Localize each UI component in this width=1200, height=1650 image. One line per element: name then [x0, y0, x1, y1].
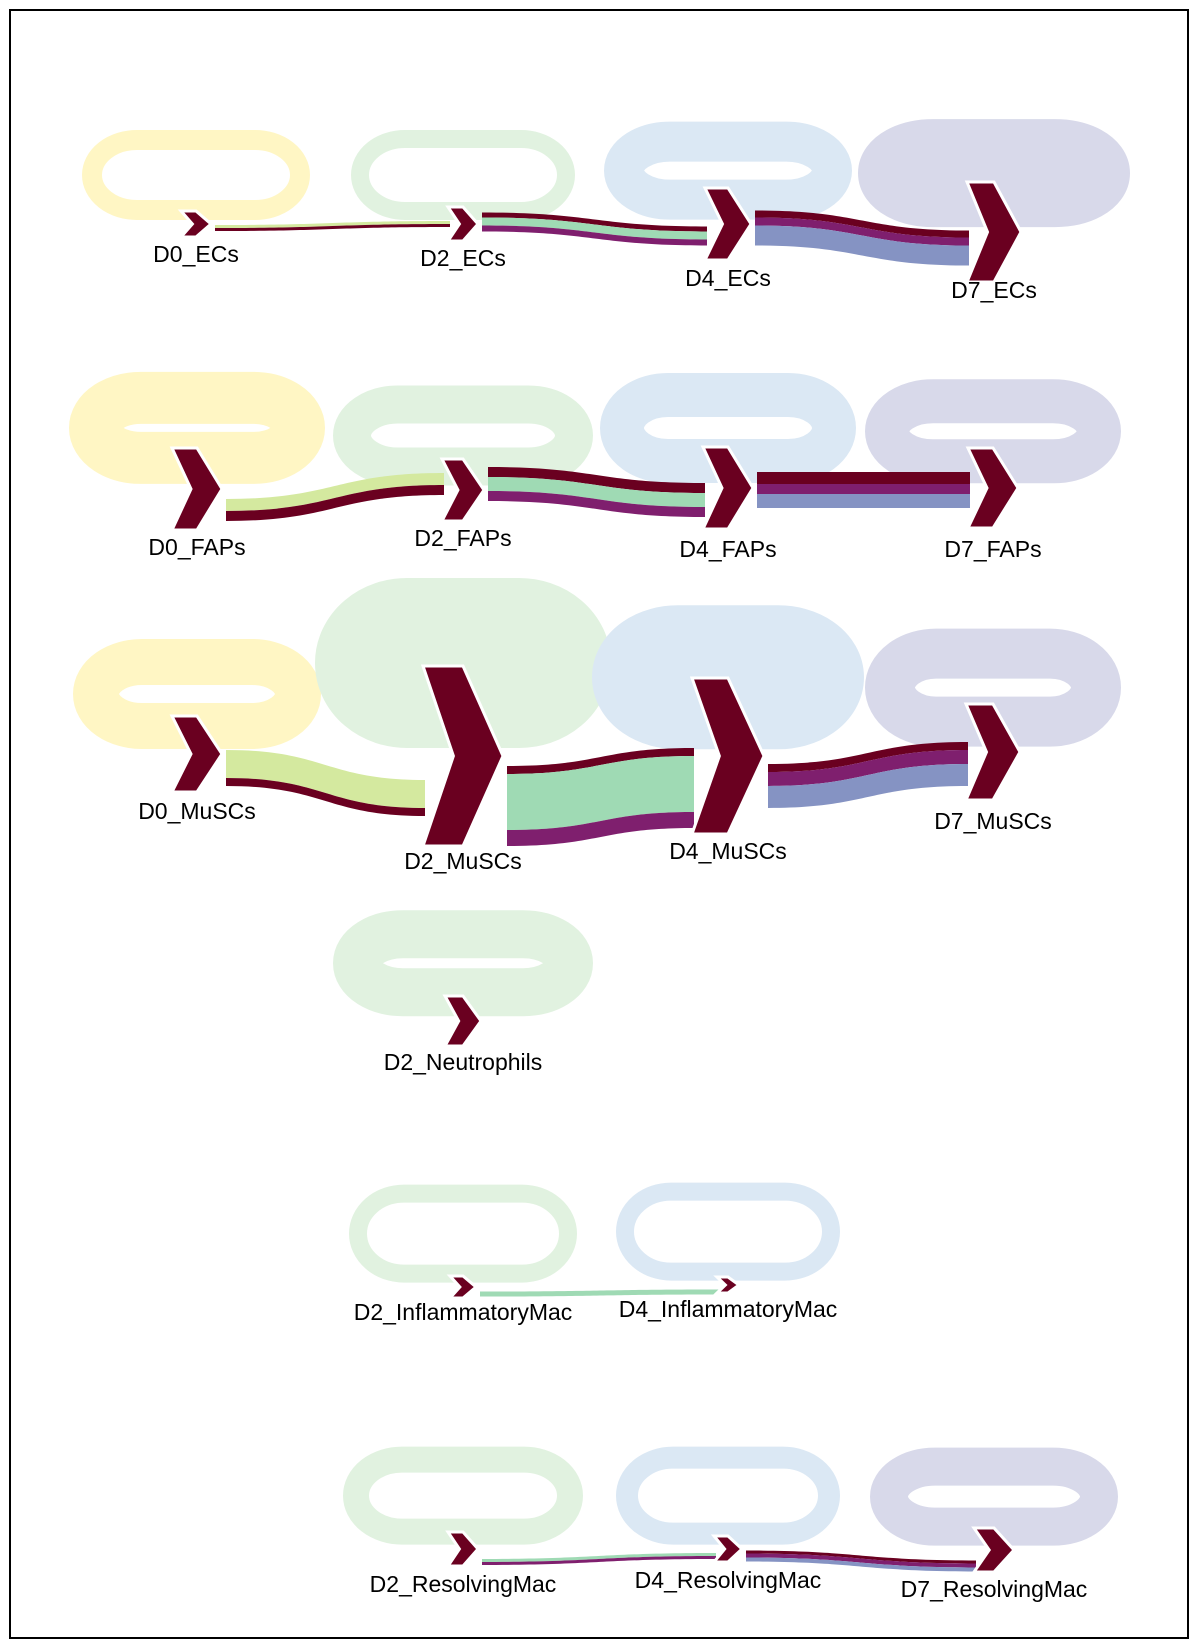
flow-band-D2_MuSCs-to-D4_MuSCs-0: [507, 748, 694, 774]
node-D0_MuSCs: [169, 714, 224, 794]
node-label-D2_ECs: D2_ECs: [420, 245, 506, 271]
self-loop-D4_InflammatoryMac: [616, 1182, 840, 1281]
flow-band-D0_FAPs-to-D2_FAPs-0: [226, 473, 444, 511]
flow-band-D2_ResolvingMac-to-D4_ResolvingMac-1: [482, 1556, 716, 1565]
node-label-D4_FAPs: D4_FAPs: [679, 536, 776, 562]
flow-band-D2_FAPs-to-D4_FAPs-0: [488, 467, 705, 493]
flow-band-D0_MuSCs-to-D2_MuSCs-1: [226, 778, 425, 816]
node-D2_FAPs: [439, 457, 486, 523]
node-D2_MuSCs: [420, 664, 505, 848]
node-label-D0_FAPs: D0_FAPs: [148, 534, 245, 560]
flow-band-D4_ECs-to-D7_ECs-2: [755, 225, 969, 266]
self-loop-D2_FAPs: [333, 385, 593, 486]
flow-band-D4_FAPs-to-D7_FAPs-1: [757, 484, 970, 494]
flow-band-D2_MuSCs-to-D4_MuSCs-1: [507, 756, 694, 830]
node-D2_InflammatoryMac: [446, 1274, 479, 1300]
node-D7_ECs: [964, 180, 1023, 284]
node-D7_ResolvingMac: [971, 1526, 1017, 1574]
flow-band-D4_ECs-to-D7_ECs-0: [755, 210, 969, 238]
nodes-layer: [169, 180, 1023, 1574]
flows-layer: [215, 210, 976, 1572]
node-label-D2_Neutrophils: D2_Neutrophils: [384, 1049, 543, 1075]
flow-band-D2_InflammatoryMac-to-D4_InflammatoryMac-0: [480, 1289, 719, 1297]
flow-band-D2_ECs-to-D4_ECs-1: [482, 217, 707, 240]
flow-band-D4_FAPs-to-D7_FAPs-0: [757, 472, 970, 484]
node-label-D4_ECs: D4_ECs: [685, 265, 771, 291]
node-label-D7_ResolvingMac: D7_ResolvingMac: [901, 1576, 1088, 1602]
node-label-D0_MuSCs: D0_MuSCs: [138, 798, 256, 824]
self-loop-D0_ECs: [82, 130, 310, 220]
node-D4_ResolvingMac: [710, 1534, 745, 1564]
flow-band-D2_MuSCs-to-D4_MuSCs-2: [507, 812, 694, 846]
flow-band-D2_FAPs-to-D4_FAPs-1: [488, 477, 705, 507]
node-label-D2_InflammatoryMac: D2_InflammatoryMac: [354, 1299, 573, 1325]
node-D4_InflammatoryMac: [713, 1275, 742, 1295]
node-D4_ECs: [702, 186, 753, 262]
self-loop-D2_InflammatoryMac: [349, 1184, 577, 1283]
flow-band-D4_ResolvingMac-to-D7_ResolvingMac-0: [746, 1550, 976, 1564]
node-label-D7_MuSCs: D7_MuSCs: [934, 808, 1052, 834]
flow-band-D4_ResolvingMac-to-D7_ResolvingMac-1: [746, 1553, 976, 1568]
node-label-D7_ECs: D7_ECs: [951, 277, 1037, 303]
node-D2_Neutrophils: [442, 994, 483, 1048]
flow-band-D2_ECs-to-D4_ECs-0: [482, 212, 707, 232]
labels-layer: D0_ECs D2_ECs D4_ECs D7_ECs D0_FAPs D2_F…: [138, 241, 1087, 1602]
flow-band-D4_ResolvingMac-to-D7_ResolvingMac-2: [746, 1557, 976, 1572]
node-D7_MuSCs: [963, 702, 1022, 802]
node-label-D0_ECs: D0_ECs: [153, 241, 239, 267]
self-loop-D7_ResolvingMac: [870, 1447, 1118, 1546]
node-label-D4_InflammatoryMac: D4_InflammatoryMac: [619, 1296, 838, 1322]
node-D4_FAPs: [700, 445, 755, 531]
node-D0_ECs: [177, 209, 214, 239]
self-loop-D4_ResolvingMac: [616, 1446, 840, 1545]
flow-band-D0_MuSCs-to-D2_MuSCs-0: [226, 750, 425, 808]
node-label-D2_FAPs: D2_FAPs: [414, 525, 511, 551]
node-D2_ResolvingMac: [445, 1530, 481, 1568]
node-D0_FAPs: [169, 446, 224, 532]
flow-band-D4_ECs-to-D7_ECs-1: [755, 217, 969, 246]
flow-band-D4_FAPs-to-D7_FAPs-2: [757, 494, 970, 508]
flow-band-D4_MuSCs-to-D7_MuSCs-1: [768, 750, 968, 786]
node-label-D2_ResolvingMac: D2_ResolvingMac: [370, 1571, 557, 1597]
flow-band-D0_FAPs-to-D2_FAPs-1: [226, 485, 444, 521]
flow-band-D4_MuSCs-to-D7_MuSCs-2: [768, 764, 968, 808]
node-D4_MuSCs: [689, 676, 766, 836]
self-loop-D2_ResolvingMac: [343, 1446, 583, 1545]
flow-band-D0_ECs-to-D2_ECs-1: [215, 224, 450, 231]
flow-band-D2_FAPs-to-D4_FAPs-2: [488, 491, 705, 517]
flow-band-D4_MuSCs-to-D7_MuSCs-0: [768, 742, 968, 772]
node-D2_ECs: [445, 205, 481, 243]
flow-band-D0_ECs-to-D2_ECs-0: [215, 221, 450, 228]
flow-band-D2_ResolvingMac-to-D4_ResolvingMac-0: [482, 1553, 716, 1562]
node-label-D2_MuSCs: D2_MuSCs: [404, 848, 522, 874]
node-D7_FAPs: [965, 446, 1020, 530]
node-label-D4_MuSCs: D4_MuSCs: [669, 838, 787, 864]
node-label-D4_ResolvingMac: D4_ResolvingMac: [635, 1567, 822, 1593]
flow-band-D2_ECs-to-D4_ECs-2: [482, 225, 707, 246]
self-loop-D2_ECs: [351, 130, 575, 220]
node-label-D7_FAPs: D7_FAPs: [944, 536, 1041, 562]
self-loop-D2_Neutrophils: [333, 910, 593, 1017]
